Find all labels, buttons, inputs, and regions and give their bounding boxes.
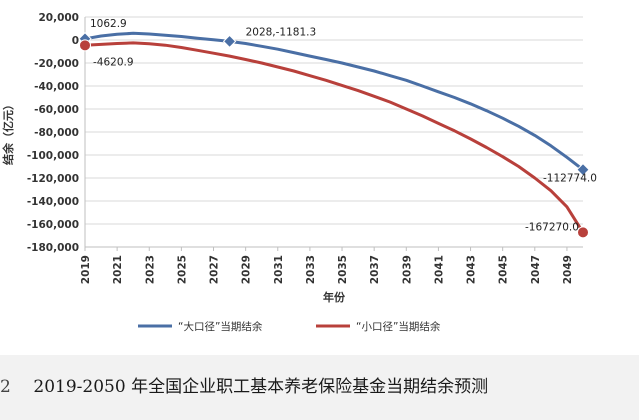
data-point-marker — [576, 162, 590, 177]
data-label: -4620.9 — [93, 56, 134, 68]
legend: “大口径”当期结余 “小口径”当期结余 — [138, 320, 441, 333]
x-tick-label: 2047 — [530, 255, 542, 284]
x-tick-label: 2033 — [305, 255, 317, 284]
x-tick-label: 2049 — [562, 255, 574, 284]
figure-caption-text: 2019-2050 年全国企业职工基本养老保险基金当期结余预测 — [33, 377, 489, 397]
y-tick-label: -180,000 — [27, 242, 79, 254]
y-tick-label: 20,000 — [38, 12, 79, 24]
y-tick-label: -20,000 — [34, 58, 79, 70]
data-point-marker — [577, 226, 589, 239]
x-tick-label: 2043 — [466, 255, 478, 284]
y-tick-label: -60,000 — [34, 104, 79, 116]
y-tick-label: 0 — [72, 35, 79, 47]
x-tick-label: 2019 — [80, 255, 92, 284]
x-tick-label: 2041 — [433, 255, 445, 284]
x-tick-label: 2027 — [209, 255, 221, 284]
x-tick-label: 2029 — [241, 255, 253, 284]
data-label: -112774.0 — [543, 173, 597, 185]
x-axis-title: 年份 — [323, 290, 346, 304]
x-tick-label: 2035 — [337, 255, 349, 284]
figure-caption: 2 2019-2050 年全国企业职工基本养老保险基金当期结余预测 — [0, 372, 639, 402]
data-label: 2028,-1181.3 — [246, 26, 317, 38]
figure-number: 2 — [0, 377, 11, 397]
data-label: -167270.0 — [525, 221, 579, 233]
y-tick-label: -160,000 — [27, 219, 79, 231]
data-point-marker — [222, 34, 237, 49]
y-tick-label: -100,000 — [27, 150, 79, 162]
x-tick-label: 2031 — [273, 255, 285, 284]
data-label: 1062.9 — [90, 18, 127, 30]
legend-entry: “小口径”当期结余 — [356, 320, 441, 333]
y-tick-label: -40,000 — [34, 81, 79, 93]
legend-entry: “大口径”当期结余 — [178, 320, 263, 333]
x-tick-label: 2037 — [369, 255, 381, 284]
y-tick-label: -120,000 — [27, 173, 79, 185]
x-tick-label: 2023 — [144, 255, 156, 284]
grid-layer — [85, 16, 583, 248]
x-tick-label: 2025 — [176, 255, 188, 284]
y-tick-label: -140,000 — [27, 196, 79, 208]
axis-layer: 20,000 0 -20,000 -40,000 -60,000 -80,000 -100,… — [1, 12, 583, 304]
y-tick-label: -80,000 — [34, 127, 79, 139]
y-axis-title: 结余（亿元） — [1, 99, 15, 166]
x-tick-label: 2021 — [112, 255, 124, 284]
data-point-marker — [79, 39, 91, 52]
x-tick-label: 2045 — [498, 255, 510, 284]
annotation-layer: 1062.9 -4620.9 2028,-1181.3 -112774.0 -16727… — [78, 18, 597, 239]
series-line-1 — [84, 41, 585, 234]
line-chart: 20,000 0 -20,000 -40,000 -60,000 -80,000 -100,… — [1, 12, 597, 333]
x-tick-label: 2039 — [401, 255, 413, 284]
series-line-0 — [84, 31, 584, 171]
series-layer — [84, 31, 585, 234]
chart-panel: 20,000 0 -20,000 -40,000 -60,000 -80,000 -100,… — [0, 0, 639, 355]
